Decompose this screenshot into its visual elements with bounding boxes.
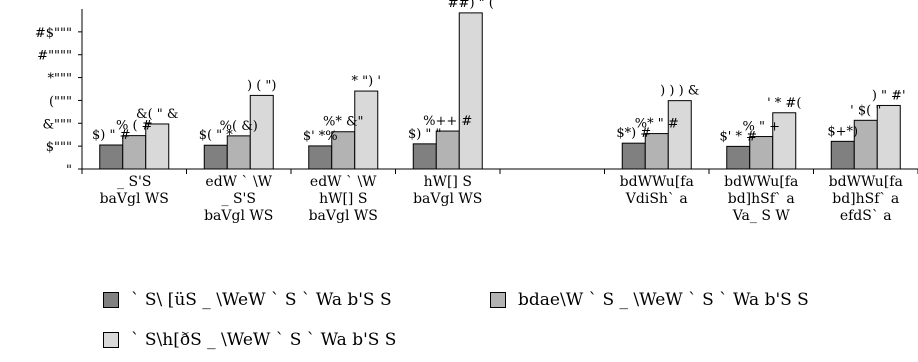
category-label-2-line-2: _ S'S xyxy=(222,191,256,207)
bar-s3-c1 xyxy=(145,123,170,170)
legend-label-series-3: ` S\h[ðS _ \WeW ` S ` Wa b'S S xyxy=(131,330,397,350)
bar-s3-c6 xyxy=(667,100,692,170)
y-tick-label-6: #$""" xyxy=(35,26,72,41)
y-tick-label-2: &""" xyxy=(42,117,72,132)
chart-data-labels: $) " #% ( #&( " & $( " *%( &) ) ( ") $' *%%… xyxy=(92,0,906,144)
data-label-s1-c2: $( " * xyxy=(199,128,234,143)
category-label-3-line-1: edW ` \W xyxy=(310,174,377,190)
data-label-s3-c8: ) " #' xyxy=(872,88,906,103)
category-label-3-line-2: hW[] S xyxy=(319,191,367,207)
data-label-s1-c8: $+*) xyxy=(827,124,858,139)
category-label-6-line-2: VdiSh` a xyxy=(625,191,688,207)
data-label-s3-c4: ##) " ( xyxy=(448,0,494,11)
bar-s3-c2 xyxy=(249,94,274,170)
category-label-8-line-2: bd]hSf` a xyxy=(832,191,899,207)
data-label-s1-c1: $) " # xyxy=(92,128,130,143)
bar-s1-c6 xyxy=(621,142,646,170)
category-label-3-line-3: baVgl WS xyxy=(309,208,378,224)
data-label-s1-c6: $*) # xyxy=(616,126,651,141)
bar-s1-c8 xyxy=(830,140,855,170)
category-label-6-line-1: bdWWu[fa xyxy=(620,174,694,190)
y-tick-label-1: $""" xyxy=(46,140,72,155)
data-label-s2-c8: ' $( " xyxy=(850,103,881,118)
category-label-1-line-2: baVgl WS xyxy=(100,191,169,207)
chart-bars xyxy=(99,12,901,170)
legend-item-series-3: ` S\h[ðS _ \WeW ` S ` Wa b'S S xyxy=(103,330,396,350)
category-label-1-line-1: _ S'S xyxy=(117,174,151,190)
data-label-s1-c7: $' * # xyxy=(719,129,757,144)
legend-swatch-series-1 xyxy=(103,292,119,308)
bar-s3-c3 xyxy=(354,90,379,170)
category-label-7-line-2: bd]hSf` a xyxy=(728,191,795,207)
category-label-4-line-2: baVgl WS xyxy=(413,191,482,207)
legend-item-series-1: ` S\ [üS _ \WeW ` S ` Wa b'S S xyxy=(103,290,392,310)
bar-s1-c3 xyxy=(308,145,333,170)
data-label-s1-c4: $) " " xyxy=(408,127,442,142)
legend-label-series-2: bdae\W ` S _ \WeW ` S ` Wa b'S S xyxy=(518,290,809,310)
category-label-2-line-1: edW ` \W xyxy=(205,174,272,190)
category-label-4-line-1: hW[] S xyxy=(424,174,472,190)
data-label-s3-c7: ' * #( xyxy=(767,96,801,111)
y-tick-label-0: " xyxy=(66,163,72,178)
y-tick-label-3: (""" xyxy=(49,94,72,109)
y-tick-label-5: #"""" xyxy=(37,49,72,64)
legend-swatch-series-3 xyxy=(103,332,119,348)
category-label-8-line-3: efdS` a xyxy=(840,208,892,224)
data-label-s3-c6: ) ) ) & xyxy=(660,84,699,99)
category-label-7-line-3: Va_ S W xyxy=(732,208,791,224)
data-label-s3-c1: &( " & xyxy=(136,107,178,122)
bar-s1-c2 xyxy=(203,144,228,170)
bar-s3-c8 xyxy=(876,104,901,170)
bar-s3-c7 xyxy=(772,112,797,170)
bar-s1-c7 xyxy=(726,145,751,170)
category-label-2-line-3: baVgl WS xyxy=(204,208,273,224)
data-label-s2-c3: %* &" xyxy=(323,115,364,130)
legend-swatch-series-2 xyxy=(490,292,506,308)
data-label-s2-c7: % " + xyxy=(743,120,781,135)
y-tick-label-4: *""" xyxy=(48,72,72,87)
data-label-s2-c2: %( &) xyxy=(220,119,258,134)
data-label-s2-c4: %++ # xyxy=(423,114,472,129)
data-label-s1-c3: $' *% xyxy=(303,129,338,144)
data-label-s2-c6: %* " # xyxy=(635,117,679,132)
category-label-7-line-1: bdWWu[fa xyxy=(724,174,798,190)
legend-label-series-1: ` S\ [üS _ \WeW ` S ` Wa b'S S xyxy=(131,290,392,310)
data-label-s3-c2: ) ( ") xyxy=(247,78,276,93)
legend-item-series-2: bdae\W ` S _ \WeW ` S ` Wa b'S S xyxy=(490,290,809,310)
data-label-s2-c1: % ( # xyxy=(116,119,153,134)
category-label-8-line-1: bdWWu[fa xyxy=(829,174,903,190)
bar-s1-c1 xyxy=(99,144,124,170)
bar-s3-c4 xyxy=(458,12,483,170)
data-label-s3-c3: * ") ' xyxy=(352,74,381,89)
bar-s1-c4 xyxy=(412,143,437,170)
